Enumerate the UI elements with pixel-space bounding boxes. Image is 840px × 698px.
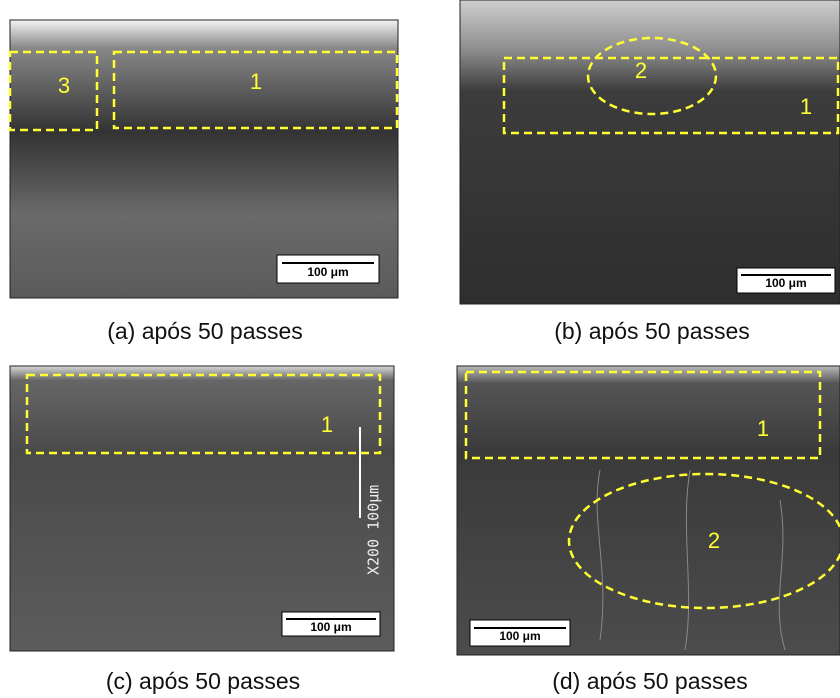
panel-b: 2 1 100 μm (b) após 50 passes	[460, 0, 840, 344]
scale-text: 100 μm	[499, 629, 540, 643]
instrument-text: X200 100µm	[365, 485, 383, 575]
sem-image	[10, 366, 394, 651]
caption: (a) após 50 passes	[107, 318, 303, 344]
caption: (c) após 50 passes	[106, 668, 300, 694]
sem-image	[457, 366, 840, 655]
figure: 3 1 100 μm (a) após 50 passes 2 1 100 μm…	[0, 0, 840, 698]
region-label: 1	[321, 412, 333, 437]
scale-text: 100 μm	[765, 276, 806, 290]
region-label: 2	[635, 58, 647, 83]
panel-c: 1 X200 100µm 100 μm (c) após 50 passes	[10, 366, 394, 694]
sem-image	[460, 0, 840, 304]
panel-d: 1 2 100 μm (d) após 50 passes	[457, 366, 840, 694]
region-label: 3	[58, 73, 70, 98]
region-label: 1	[250, 69, 262, 94]
region-label: 1	[800, 94, 812, 119]
region-label: 2	[708, 528, 720, 553]
scale-text: 100 μm	[310, 620, 351, 634]
region-label: 1	[757, 416, 769, 441]
caption: (b) após 50 passes	[554, 318, 750, 344]
panel-a: 3 1 100 μm (a) após 50 passes	[10, 20, 398, 344]
scale-text: 100 μm	[307, 265, 348, 279]
caption: (d) após 50 passes	[552, 668, 748, 694]
